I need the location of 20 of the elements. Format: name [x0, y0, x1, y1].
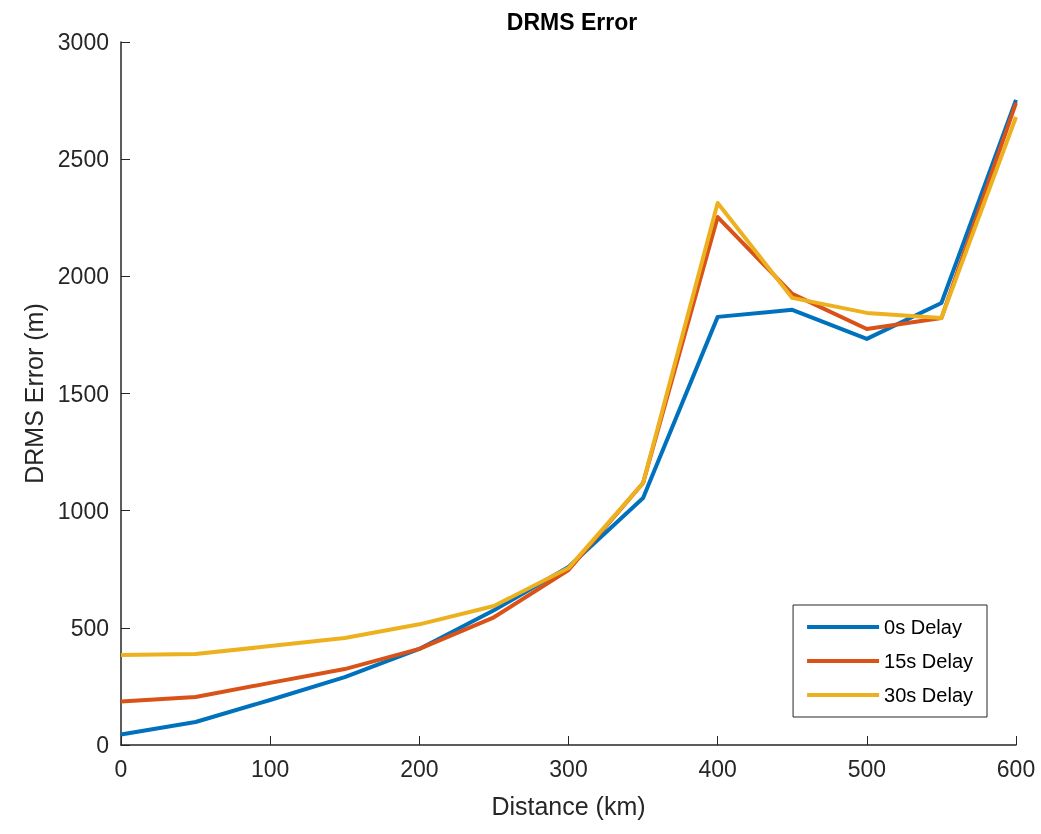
y-tick-label: 1500	[57, 380, 109, 407]
y-tick-label: 2000	[57, 263, 109, 290]
legend-label: 30s Delay	[884, 684, 973, 706]
x-tick-label: 300	[549, 755, 588, 782]
x-tick-label: 200	[400, 755, 439, 782]
x-tick-label: 400	[698, 755, 737, 782]
x-tick-label: 600	[996, 755, 1036, 782]
x-tick-label: 100	[250, 755, 290, 782]
x-axis-title: Distance (km)	[491, 791, 646, 820]
legend-label: 0s Delay	[884, 616, 962, 638]
y-tick-label: 500	[70, 614, 109, 641]
y-tick-label: 1000	[57, 497, 109, 524]
y-tick-label: 2500	[57, 146, 109, 173]
x-tick-label: 500	[847, 755, 887, 782]
y-tick-label: 3000	[57, 29, 109, 55]
legend-label: 15s Delay	[884, 650, 973, 672]
y-tick-label: 0	[96, 732, 109, 758]
chart-title: DRMS Error	[506, 8, 638, 35]
y-axis-title: DRMS Error (m)	[19, 303, 48, 484]
x-tick-label: 0	[114, 755, 128, 782]
